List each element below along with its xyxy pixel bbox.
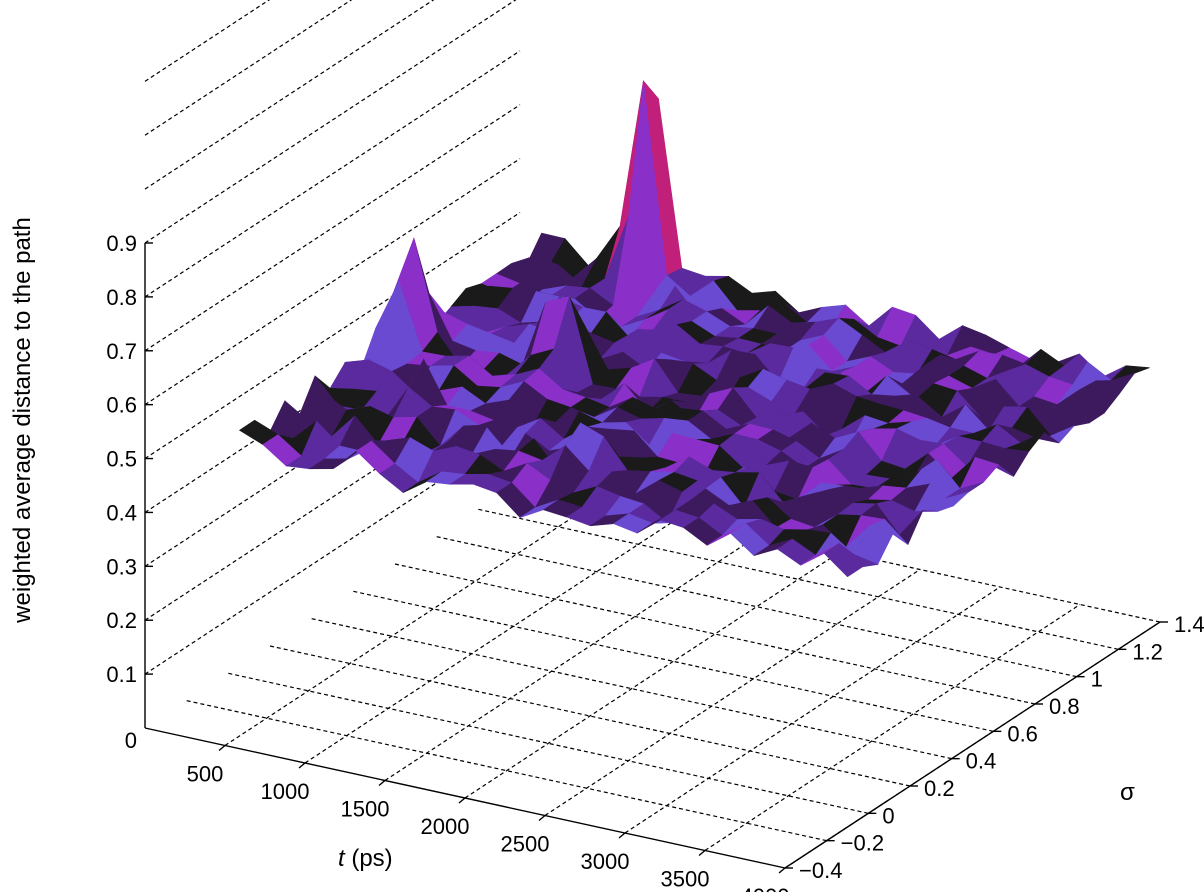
x-axis-label: t (ps) [338, 845, 393, 872]
z-tick-label: 0.7 [106, 339, 137, 364]
back-grid-line [144, 50, 521, 298]
y-axis-ticks: −0.4−0.2 0 0.2 0.4 0.6 0.8 1 1.2 1.4 [785, 612, 1204, 883]
x-axis-ticks: 500 1000 1500 2000 2500 3000 3500 4000 [187, 744, 790, 892]
floor-grid [186, 481, 1161, 869]
x-tick-label: 1000 [261, 779, 310, 804]
x-tick-label: 4000 [741, 884, 790, 892]
y-tick-label: 0 [882, 803, 894, 828]
z-tick-label: 0.5 [106, 447, 137, 472]
x-tick-label: 2000 [421, 814, 470, 839]
y-tick-label: 0.4 [966, 749, 997, 774]
floor-grid-line [353, 590, 994, 732]
floor-grid-line [304, 516, 681, 764]
y-tick-label: 1 [1091, 667, 1103, 692]
x-tick-mark [298, 762, 306, 769]
y-tick-label: 1.2 [1132, 639, 1163, 664]
x-tick-mark [218, 744, 226, 752]
x-tick-mark [378, 779, 386, 787]
back-grid-line [144, 0, 435, 190]
back-grid-line [144, 0, 353, 136]
y-axis-label: σ [1120, 779, 1135, 806]
y-tick-label: 0.8 [1049, 694, 1080, 719]
y-tick-label: 0.6 [1007, 721, 1038, 746]
back-grid-line [144, 0, 517, 244]
surface-mesh [238, 79, 1150, 578]
floor-grid-line [224, 498, 601, 747]
y-tick-label: 0.2 [924, 776, 955, 801]
back-grid-line [144, 158, 521, 406]
z-tick-label: 0.4 [106, 500, 137, 525]
y-tick-label: 1.4 [1174, 612, 1204, 637]
sigma-axis-line [784, 621, 1161, 869]
x-tick-label: 2500 [501, 832, 550, 857]
back-grid-line [144, 212, 521, 460]
floor-grid-line [464, 551, 841, 799]
z-tick-label: 0.3 [106, 554, 137, 579]
x-tick-mark [618, 832, 626, 839]
z-axis-label: weighted average distance to the path [9, 217, 36, 624]
z-tick-label: 0.9 [106, 231, 137, 256]
x-tick-mark [698, 849, 706, 857]
x-tick-label: 3000 [581, 849, 630, 874]
x-tick-label: 1500 [341, 797, 390, 822]
z-tick-label: 0.2 [106, 608, 137, 633]
x-axis-label-unit: (ps) [345, 845, 393, 872]
floor-grid-line [624, 586, 1001, 834]
floor-grid-line [436, 536, 1077, 678]
z-tick-label: 0.8 [106, 285, 137, 310]
z-axis-ticks: 0.1 0.2 0.3 0.4 0.5 0.6 0.7 0.8 0.9 0 [106, 231, 153, 753]
floor-grid-line [384, 533, 761, 782]
floor-grid-line [704, 603, 1081, 852]
x-tick-mark [538, 814, 546, 822]
floor-grid-line [544, 568, 921, 817]
y-tick-label: −0.2 [841, 831, 884, 856]
back-grid-line [144, 104, 521, 352]
x-tick-mark [778, 867, 786, 874]
floor-grid-line [394, 563, 1036, 705]
x-tick-label: 500 [187, 762, 224, 787]
z-tick-label: 0 [125, 728, 137, 753]
z-tick-label: 0.1 [106, 662, 137, 687]
surface-facet [823, 543, 864, 578]
x-axis-label-var: t [338, 845, 346, 872]
x-tick-label: 3500 [661, 867, 710, 892]
y-tick-label: −0.4 [799, 858, 842, 883]
z-tick-label: 0.6 [106, 393, 137, 418]
x-tick-mark [458, 797, 466, 804]
